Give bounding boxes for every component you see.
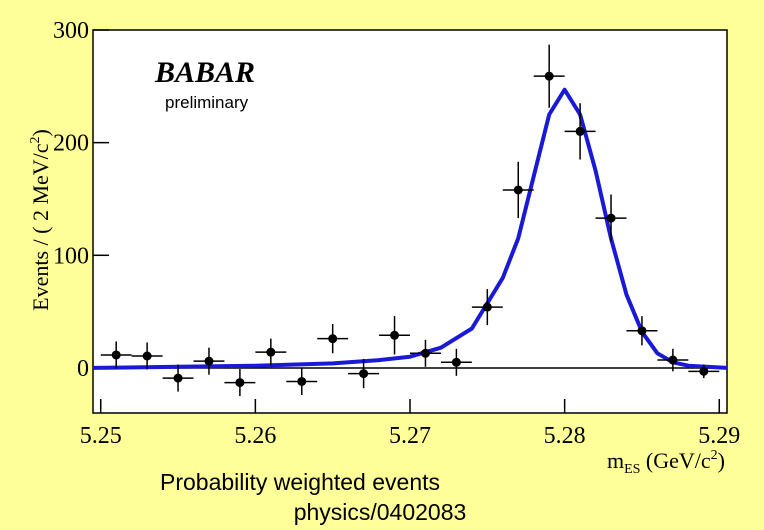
- data-point: [297, 376, 307, 386]
- data-point: [359, 369, 369, 379]
- logo: BABAR: [154, 56, 255, 89]
- data-point: [451, 357, 461, 367]
- caption-line: Probability weighted events: [160, 469, 440, 495]
- fit-curve: [92, 87, 728, 370]
- data-point: [420, 348, 430, 358]
- y-tick-label: 0: [77, 356, 89, 382]
- x-label-text: m: [607, 448, 624, 473]
- x-tick-label: 5.25: [80, 423, 122, 449]
- x-tick-label: 5.27: [389, 423, 431, 449]
- data-point: [637, 326, 647, 336]
- x-label-unit: (GeV/c: [640, 448, 710, 473]
- x-axis-label: mES (GeV/c2): [607, 448, 725, 477]
- y-tick-label: 200: [53, 131, 89, 157]
- logo-note: preliminary: [165, 93, 249, 112]
- data-point: [668, 355, 678, 365]
- x-tick-label: 5.26: [234, 423, 276, 449]
- data-point: [328, 334, 338, 344]
- plot-area: [92, 29, 728, 414]
- data-point: [111, 350, 121, 360]
- data-point: [173, 373, 183, 383]
- x-tick-label: 5.28: [544, 423, 586, 449]
- data-point: [142, 351, 152, 361]
- y-tick-label: 300: [53, 18, 89, 44]
- x-tick-label: 5.29: [698, 423, 740, 449]
- data-point: [513, 185, 523, 195]
- caption-line: physics/0402083: [294, 499, 467, 525]
- x-label-sup: 2: [711, 448, 718, 463]
- data-point: [235, 378, 245, 388]
- data-point: [606, 213, 616, 223]
- data-point: [544, 71, 554, 81]
- data-point: [266, 347, 276, 357]
- data-point: [699, 366, 709, 376]
- y-axis-label: Events / ( 2 MeV/c2): [28, 129, 53, 311]
- data-point: [390, 330, 400, 340]
- y-label-sup: 2: [28, 136, 43, 143]
- x-label-end: ): [718, 448, 725, 473]
- y-label-end: ): [28, 129, 53, 136]
- x-label-sub: ES: [624, 462, 640, 477]
- y-label-text: Events / ( 2 MeV/c: [28, 143, 53, 311]
- data-point: [204, 356, 214, 366]
- data-point: [482, 302, 492, 312]
- data-point: [575, 126, 585, 136]
- y-tick-label: 100: [53, 243, 89, 269]
